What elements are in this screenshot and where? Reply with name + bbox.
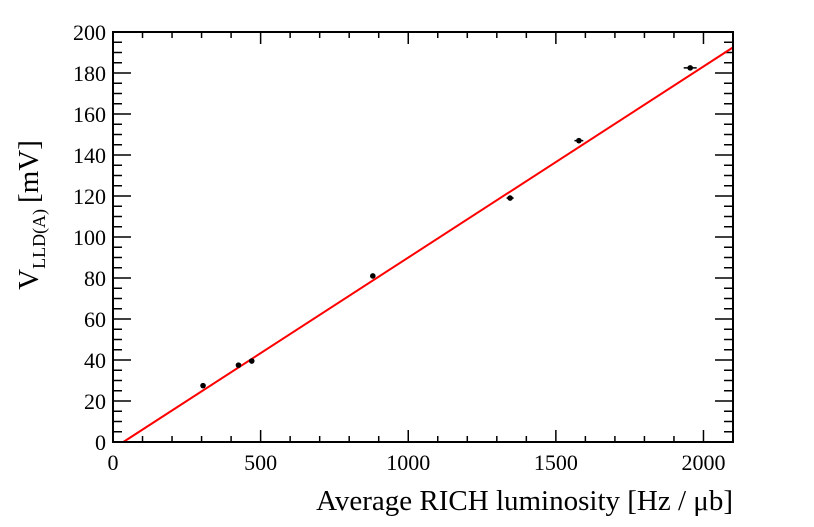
x-tick-label: 0 — [108, 450, 119, 475]
data-point — [235, 362, 242, 368]
y-tick-label: 200 — [73, 20, 106, 45]
data-points — [200, 65, 697, 389]
plot-frame — [112, 31, 734, 443]
y-axis-title-unit: [mV] — [13, 140, 45, 203]
y-tick-label: 140 — [73, 143, 106, 168]
y-tick-label: 120 — [73, 184, 106, 209]
fit-line — [122, 46, 734, 443]
y-tick-label: 100 — [73, 225, 106, 250]
data-point — [370, 273, 376, 279]
data-point — [687, 65, 693, 71]
x-tick-label: 1500 — [534, 450, 578, 475]
fit-line-group — [122, 46, 734, 443]
data-point — [200, 382, 206, 389]
y-tick-label: 180 — [73, 61, 106, 86]
x-tick-labels: 0 500 1000 1500 2000 — [108, 450, 726, 475]
axis-ticks — [112, 31, 734, 443]
x-tick-label: 1000 — [386, 450, 430, 475]
data-point — [248, 358, 255, 364]
x-tick-label: 2000 — [681, 450, 725, 475]
y-tick-label: 40 — [84, 348, 106, 373]
data-point — [576, 137, 582, 144]
data-point — [507, 195, 513, 201]
x-axis-title: Average RICH luminosity [Hz / μb] — [316, 485, 733, 517]
y-axis-title: VLLD(A) [mV] — [13, 140, 50, 290]
y-tick-label: 160 — [73, 102, 106, 127]
y-tick-label: 20 — [84, 389, 106, 414]
y-axis-title-sub: LLD(A) — [29, 209, 50, 269]
x-tick-label: 500 — [244, 450, 277, 475]
y-tick-labels: 0 20 40 60 80 100 120 140 160 180 200 — [73, 20, 106, 455]
y-tick-label: 0 — [95, 430, 106, 455]
y-axis-title-main: V — [13, 269, 45, 290]
y-tick-label: 80 — [84, 266, 106, 291]
y-tick-label: 60 — [84, 307, 106, 332]
